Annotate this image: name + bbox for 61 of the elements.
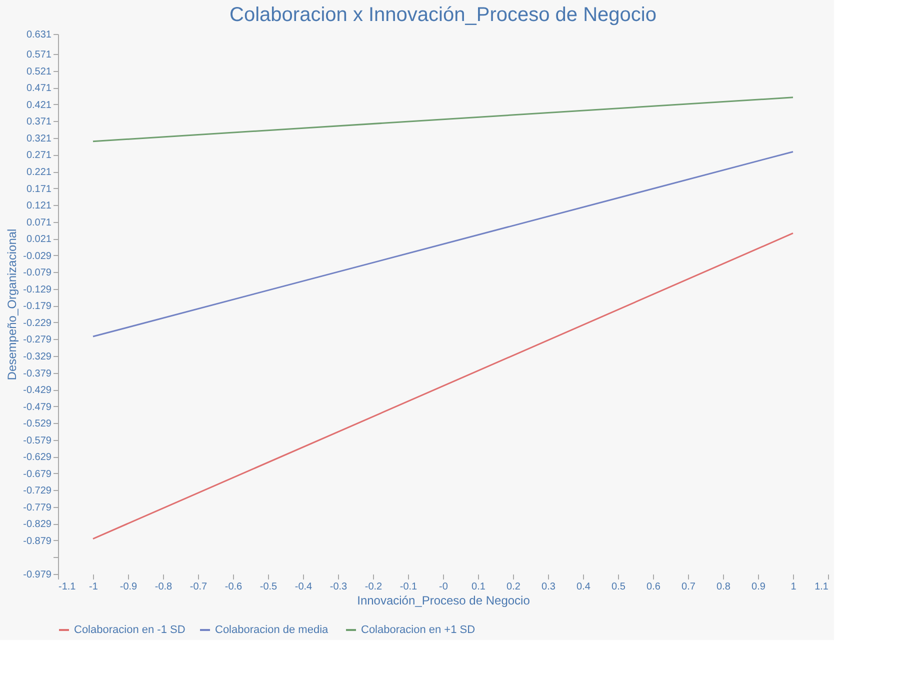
x-tick-label: -0.9	[120, 582, 138, 592]
y-tick-label: 0.121	[26, 200, 52, 212]
y-tick-label: 0.021	[26, 234, 52, 246]
legend-label: Colaboracion en +1 SD	[361, 624, 476, 636]
y-tick-label: -0.479	[23, 402, 52, 413]
x-tick-label: 0.2	[506, 582, 521, 592]
x-tick-label: 1.1	[814, 582, 829, 592]
y-tick-label: -0.279	[23, 334, 52, 346]
y-tick-label: -0.429	[23, 385, 52, 396]
y-axis-title: Desempeño_Organizacional	[5, 228, 20, 380]
x-tick-label: -1	[89, 582, 98, 592]
x-tick-label: 0.7	[682, 582, 696, 592]
y-tick-label: -0.179	[23, 301, 52, 312]
y-tick-label: -0.679	[23, 468, 52, 480]
x-tick-label: -0.5	[260, 582, 278, 592]
y-tick-label: 0.521	[26, 66, 52, 78]
y-tick-label: -0.129	[23, 284, 52, 296]
y-tick-label: 0.471	[26, 83, 52, 94]
x-tick-label: 1	[790, 582, 797, 592]
y-tick-label: 0.321	[26, 133, 52, 144]
y-tick-label: -0.979	[23, 570, 52, 580]
y-tick-label: 0.371	[26, 116, 52, 128]
y-tick-label: -0.779	[23, 502, 52, 514]
x-tick-label: -1.1	[58, 582, 76, 592]
y-tick-label: 0.071	[26, 217, 52, 228]
y-tick-label: -0.629	[23, 452, 52, 464]
y-tick-label: 0.421	[26, 100, 52, 111]
x-tick-label: 0.9	[752, 582, 766, 592]
y-tick-label: 0.571	[26, 50, 52, 61]
y-tick-label: -0.079	[23, 268, 52, 279]
y-tick-label: -0.229	[23, 318, 52, 329]
y-tick-label: 0.631	[26, 30, 52, 40]
y-tick-label: -0.579	[23, 435, 52, 446]
x-tick-label: -0.1	[400, 582, 418, 592]
y-tick-label: -0.829	[23, 519, 52, 530]
x-tick-label: -0	[439, 582, 448, 592]
x-tick-label: -0.8	[154, 582, 173, 592]
x-axis-title: Innovación_Proceso de Negocio	[357, 594, 530, 608]
y-tick-label: 0.221	[26, 167, 52, 178]
x-tick-label: -0.7	[190, 582, 208, 592]
x-tick-label: -0.6	[224, 582, 243, 592]
legend-label: Colaboracion en -1 SD	[74, 624, 186, 636]
legend-label: Colaboracion de media	[215, 624, 330, 636]
chart-title: Colaboracion x Innovación_Proceso de Negocio	[230, 4, 656, 26]
x-tick-label: 0.1	[472, 582, 486, 592]
y-tick-label: -0.729	[23, 486, 52, 497]
x-tick-label: 0.8	[716, 582, 731, 592]
y-tick-label: 0.171	[26, 184, 52, 195]
x-tick-label: 0.6	[646, 582, 661, 592]
x-tick-label: -0.4	[294, 582, 313, 592]
y-tick-label: -0.879	[23, 536, 52, 547]
y-tick-label: -0.529	[23, 418, 52, 430]
x-tick-label: -0.3	[330, 582, 348, 592]
y-tick-label: 0.271	[26, 150, 52, 162]
y-tick-label: -0.379	[23, 368, 52, 380]
x-tick-label: 0.5	[612, 582, 626, 592]
x-tick-label: -0.2	[364, 582, 383, 592]
y-tick-label: -0.029	[23, 250, 52, 262]
x-tick-label: 0.3	[542, 582, 556, 592]
x-tick-label: 0.4	[576, 582, 591, 592]
y-tick-label: -0.329	[23, 351, 52, 362]
